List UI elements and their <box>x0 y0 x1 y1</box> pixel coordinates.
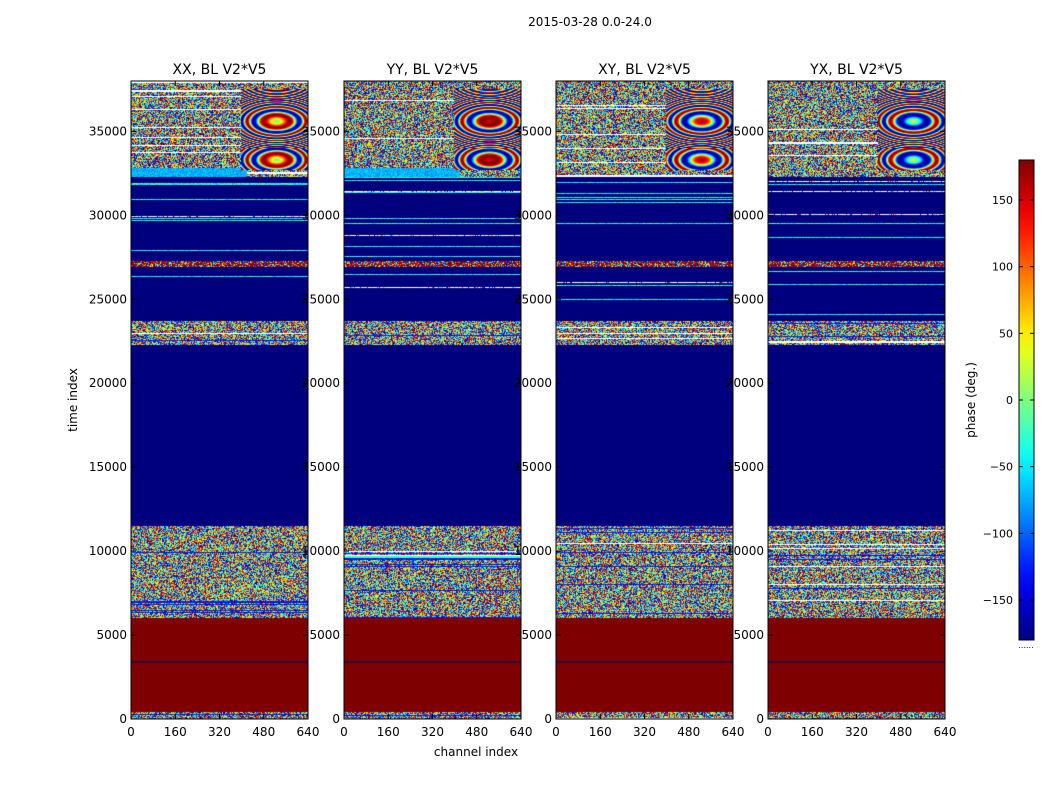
colorbar-tick-label: −50 <box>990 461 1013 474</box>
x-tick-label: 160 <box>164 725 187 739</box>
colorbar-footnote: ...... <box>1018 641 1033 650</box>
x-tick-label: 320 <box>633 725 656 739</box>
y-tick-label: 15000 <box>514 460 552 474</box>
x-tick-label: 160 <box>801 725 824 739</box>
y-tick-label: 0 <box>544 712 552 726</box>
x-tick-label: 480 <box>889 725 912 739</box>
x-tick-label: 160 <box>377 725 400 739</box>
y-tick-label: 30000 <box>514 208 552 222</box>
y-axis-label: time index <box>66 368 80 432</box>
heatmap-image-2 <box>556 81 733 719</box>
x-tick-label: 0 <box>764 725 772 739</box>
y-tick-label: 25000 <box>514 292 552 306</box>
x-tick-label: 480 <box>252 725 275 739</box>
panels-group: XX, BL V2*V5 0 160 320 480 640 0 5000 10000 15000… <box>89 62 957 739</box>
panel-2: XY, BL V2*V5 0 160 320 480 640 0 5000 10000 15000… <box>514 62 745 739</box>
y-tick-label: 0 <box>119 712 127 726</box>
colorbar: 150 100 50 0 −50 −100 −150 <box>983 159 1035 641</box>
colorbar-tick-label: 50 <box>999 327 1013 340</box>
y-tick-label: 30000 <box>89 208 127 222</box>
figure-suptitle: 2015-03-28 0.0-24.0 <box>528 15 652 29</box>
x-tick-label: 0 <box>127 725 135 739</box>
y-tick-label: 35000 <box>514 124 552 138</box>
y-tick-label: 5000 <box>96 628 127 642</box>
y-tick-label: 20000 <box>89 376 127 390</box>
colorbar-gradient <box>1019 160 1034 640</box>
y-tick-label: 5000 <box>521 628 552 642</box>
x-tick-label: 480 <box>677 725 700 739</box>
panel-title-0: XX, BL V2*V5 <box>173 62 267 78</box>
y-tick-label: 35000 <box>726 124 764 138</box>
panel-1: YY, BL V2*V5 0 160 320 480 640 0 5000 10000 15000… <box>302 62 533 739</box>
y-tick-label: 5000 <box>309 628 340 642</box>
y-tick-label: 10000 <box>89 544 127 558</box>
y-tick-label: 20000 <box>302 376 340 390</box>
panel-title-2: XY, BL V2*V5 <box>598 62 691 78</box>
colorbar-tick-label: 100 <box>992 261 1013 274</box>
panel-title-3: YX, BL V2*V5 <box>809 62 903 78</box>
x-tick-label: 0 <box>340 725 348 739</box>
y-tick-label: 5000 <box>733 628 764 642</box>
x-tick-label: 160 <box>589 725 612 739</box>
y-tick-label: 35000 <box>89 124 127 138</box>
y-tick-label: 0 <box>332 712 340 726</box>
x-tick-label: 0 <box>552 725 560 739</box>
y-tick-label: 25000 <box>302 292 340 306</box>
colorbar-tick-label: −150 <box>983 594 1013 607</box>
y-tick-label: 0 <box>756 712 764 726</box>
panel-title-1: YY, BL V2*V5 <box>386 62 479 78</box>
heatmap-image-0 <box>131 81 308 719</box>
y-tick-label: 30000 <box>302 208 340 222</box>
x-axis-label: channel index <box>434 745 518 759</box>
y-tick-label: 20000 <box>726 376 764 390</box>
colorbar-tick-label: 150 <box>992 194 1013 207</box>
y-tick-label: 15000 <box>726 460 764 474</box>
x-tick-label: 480 <box>465 725 488 739</box>
x-tick-label: 320 <box>421 725 444 739</box>
panel-0: XX, BL V2*V5 0 160 320 480 640 0 5000 10000 15000… <box>89 62 320 739</box>
y-tick-label: 10000 <box>302 544 340 558</box>
y-tick-label: 15000 <box>302 460 340 474</box>
y-tick-label: 20000 <box>514 376 552 390</box>
x-tick-label: 320 <box>208 725 231 739</box>
colorbar-tick-label: 0 <box>1006 394 1013 407</box>
y-tick-label: 15000 <box>89 460 127 474</box>
x-tick-label: 640 <box>510 725 533 739</box>
x-tick-label: 640 <box>297 725 320 739</box>
y-tick-label: 10000 <box>726 544 764 558</box>
y-tick-label: 25000 <box>89 292 127 306</box>
x-tick-label: 640 <box>934 725 957 739</box>
colorbar-label: phase (deg.) <box>964 362 978 438</box>
heatmap-image-3 <box>768 81 945 719</box>
x-tick-label: 640 <box>722 725 745 739</box>
y-tick-label: 35000 <box>302 124 340 138</box>
heatmap-image-1 <box>344 81 521 719</box>
y-tick-label: 25000 <box>726 292 764 306</box>
y-tick-label: 10000 <box>514 544 552 558</box>
panel-3: YX, BL V2*V5 0 160 320 480 640 0 5000 10000 15000… <box>726 62 957 739</box>
colorbar-tick-label: −100 <box>983 527 1013 540</box>
y-tick-label: 30000 <box>726 208 764 222</box>
x-tick-label: 320 <box>845 725 868 739</box>
